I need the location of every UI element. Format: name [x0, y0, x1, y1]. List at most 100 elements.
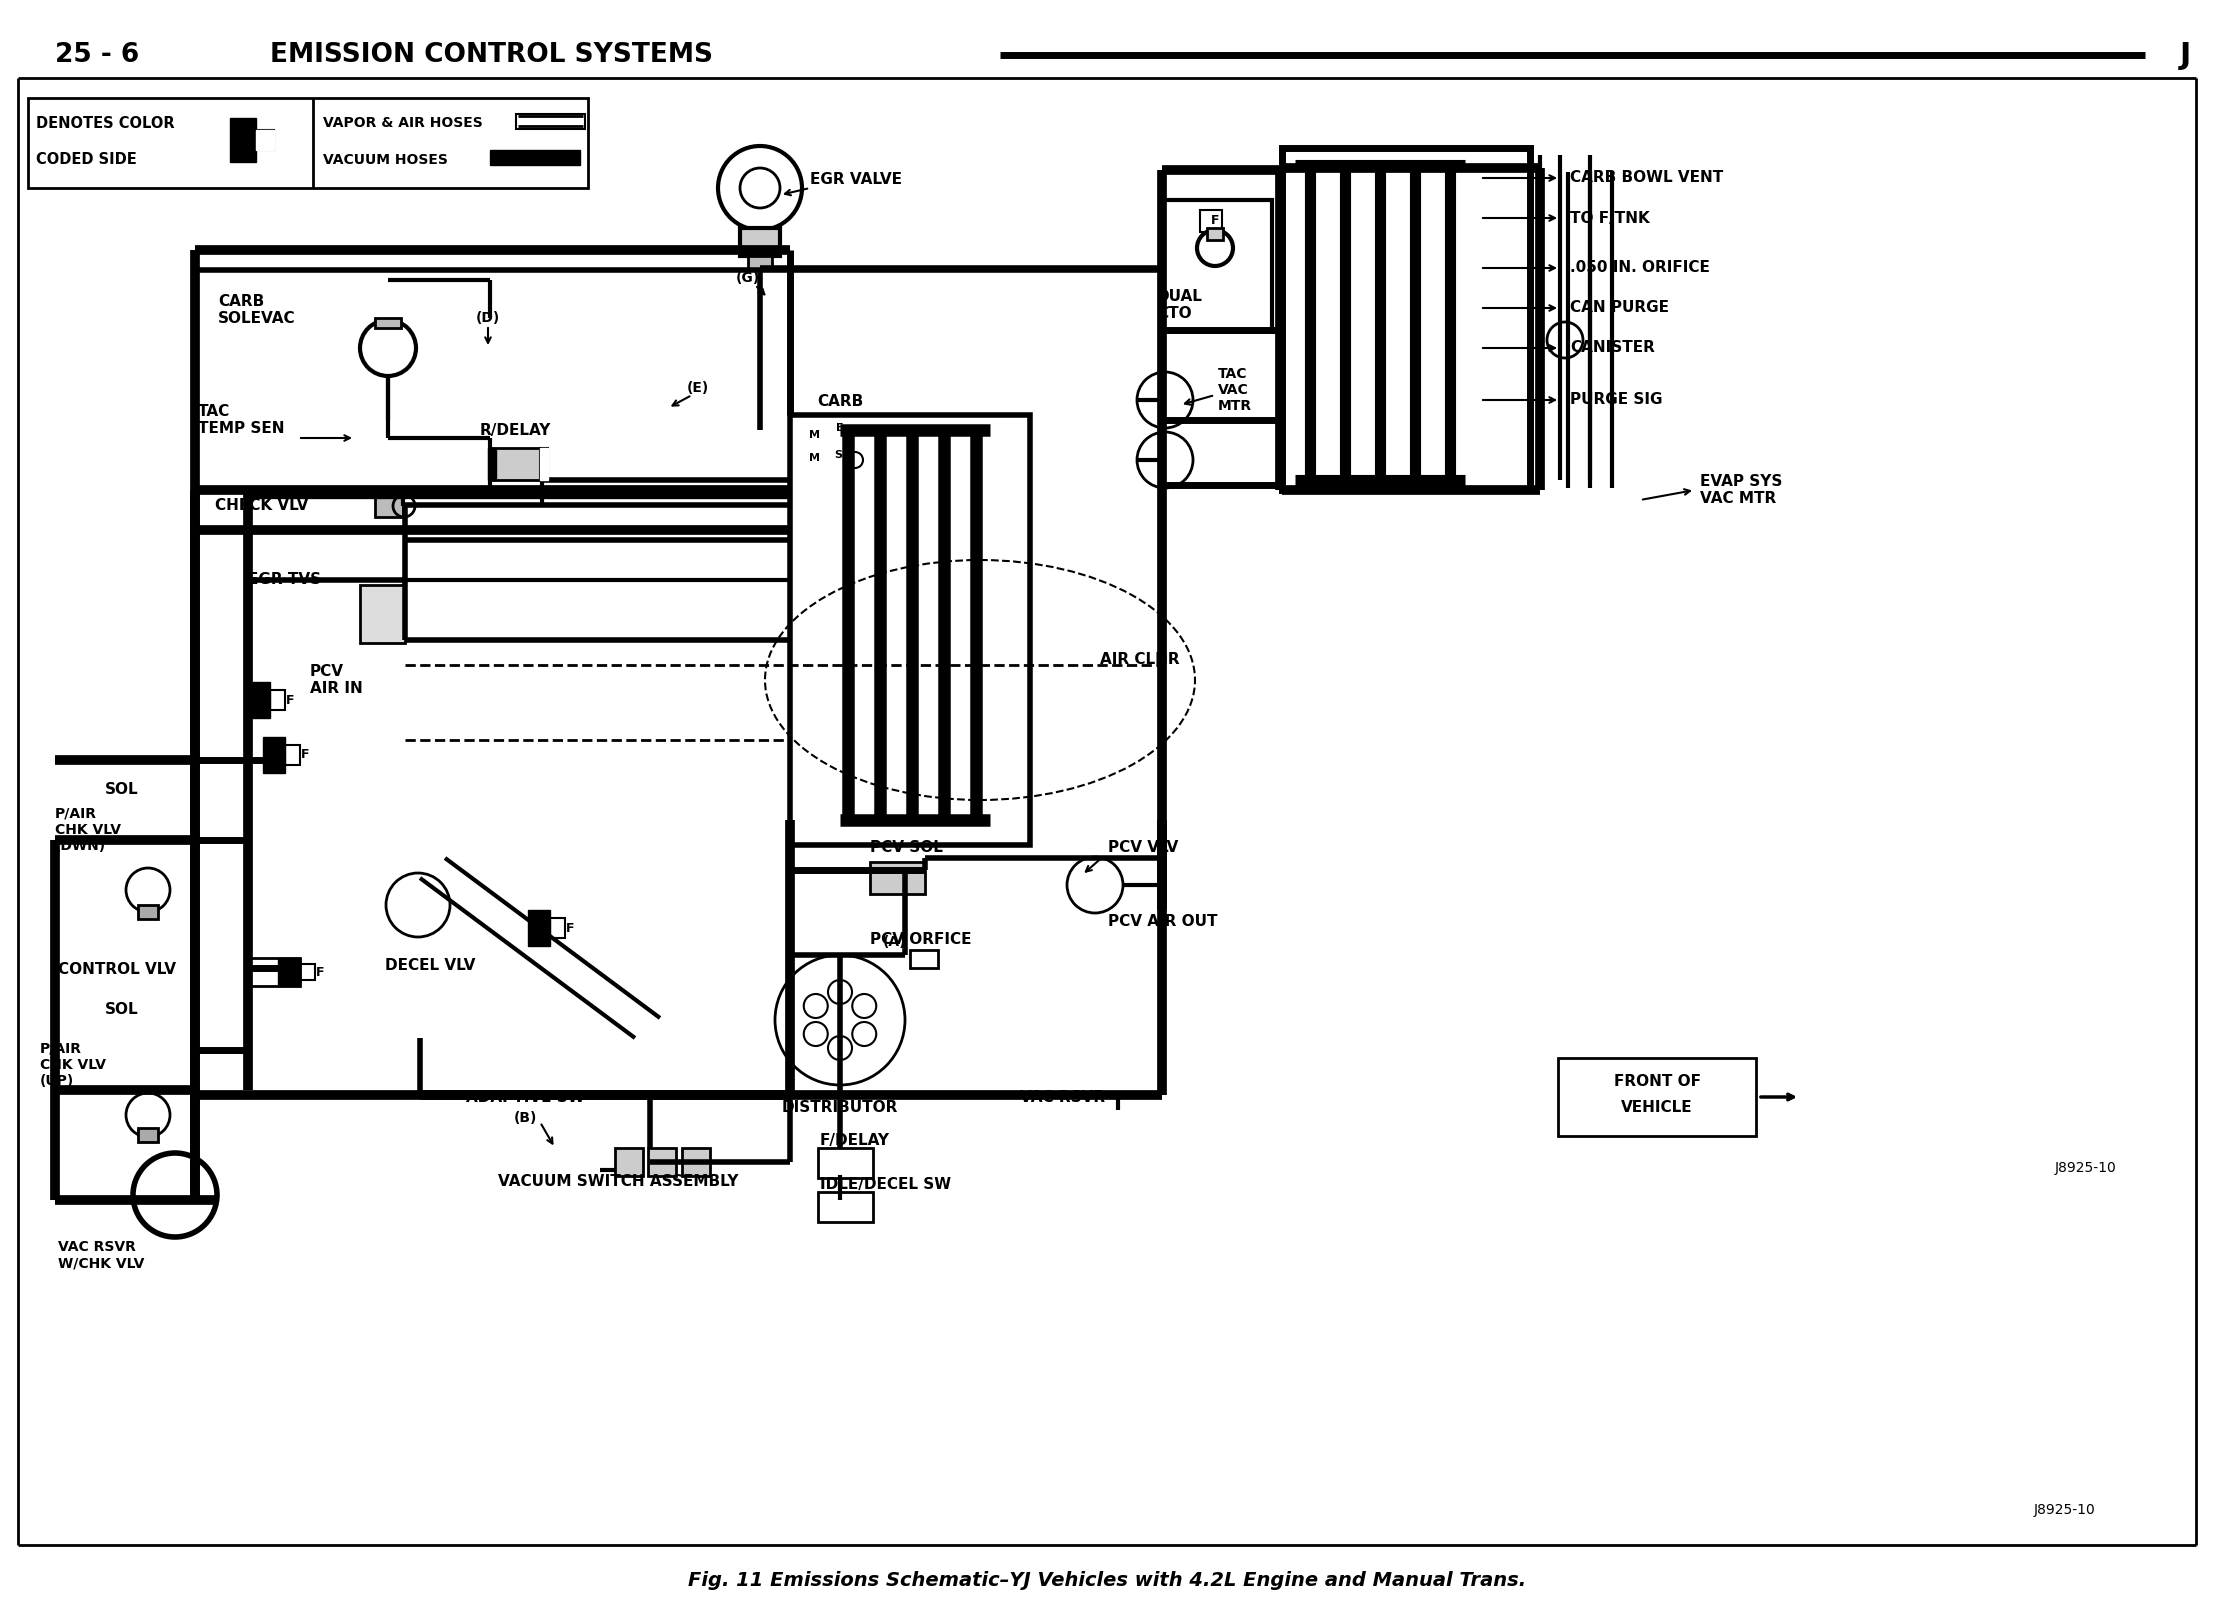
- Text: CHECK VLV: CHECK VLV: [215, 497, 308, 512]
- Bar: [230, 118, 257, 162]
- Bar: [739, 228, 779, 256]
- Text: J: J: [2179, 40, 2190, 70]
- Text: 25 - 6: 25 - 6: [55, 42, 139, 68]
- Text: VAPOR & AIR HOSES: VAPOR & AIR HOSES: [323, 117, 483, 130]
- Bar: [137, 906, 157, 919]
- Bar: [748, 256, 773, 271]
- Text: CODED SIDE: CODED SIDE: [35, 152, 137, 167]
- Bar: [248, 682, 270, 718]
- Bar: [1207, 228, 1222, 240]
- Bar: [489, 151, 580, 165]
- Bar: [361, 585, 405, 643]
- Text: .050 IN. ORIFICE: .050 IN. ORIFICE: [1570, 261, 1709, 275]
- Text: PCV SOL: PCV SOL: [870, 841, 943, 855]
- Text: CANISTER: CANISTER: [1570, 340, 1654, 355]
- Text: J8925-10: J8925-10: [2055, 1162, 2117, 1174]
- Bar: [374, 496, 403, 517]
- Text: VACUUM SWITCH ASSEMBLY: VACUUM SWITCH ASSEMBLY: [498, 1174, 739, 1189]
- Text: AIR CLNR: AIR CLNR: [1100, 653, 1180, 667]
- Text: TO F/TNK: TO F/TNK: [1570, 211, 1649, 225]
- Text: S: S: [835, 450, 841, 460]
- Bar: [549, 919, 565, 938]
- Text: FRONT OF: FRONT OF: [1614, 1074, 1700, 1090]
- Bar: [301, 964, 314, 980]
- Text: VEHICLE: VEHICLE: [1621, 1100, 1694, 1116]
- Text: M: M: [810, 429, 821, 441]
- Text: (A): (A): [883, 935, 908, 949]
- Text: ADAPTIVE SW: ADAPTIVE SW: [465, 1090, 584, 1105]
- Text: E: E: [837, 423, 844, 433]
- Text: DISTRIBUTOR: DISTRIBUTOR: [782, 1100, 899, 1116]
- Text: CARB BOWL VENT: CARB BOWL VENT: [1570, 170, 1722, 186]
- Text: F: F: [1211, 214, 1220, 227]
- Bar: [270, 690, 286, 710]
- Text: EVAP SYS
VAC MTR: EVAP SYS VAC MTR: [1700, 473, 1782, 505]
- Bar: [817, 1149, 872, 1178]
- Text: P/AIR
CHK VLV
(UP): P/AIR CHK VLV (UP): [40, 1042, 106, 1089]
- Bar: [910, 949, 939, 969]
- Bar: [279, 957, 301, 987]
- Bar: [1162, 199, 1273, 330]
- Text: (B): (B): [514, 1111, 536, 1124]
- Bar: [257, 130, 275, 151]
- Bar: [487, 449, 496, 480]
- Text: CONTROL VLV: CONTROL VLV: [58, 962, 175, 977]
- Text: CARB: CARB: [817, 395, 863, 410]
- Bar: [527, 910, 549, 946]
- Text: EGR VALVE: EGR VALVE: [810, 172, 901, 188]
- Text: SOL: SOL: [104, 782, 139, 797]
- Text: F: F: [301, 748, 310, 761]
- Text: PCV AIR OUT: PCV AIR OUT: [1107, 915, 1218, 930]
- Text: VAC RSVR
W/CHK VLV: VAC RSVR W/CHK VLV: [58, 1239, 144, 1270]
- Bar: [137, 1128, 157, 1142]
- Text: (D): (D): [476, 311, 500, 326]
- Text: F: F: [286, 693, 294, 706]
- Text: CARB
SOLEVAC: CARB SOLEVAC: [217, 293, 297, 326]
- Text: PCV
AIR IN: PCV AIR IN: [310, 664, 363, 697]
- Text: DECEL VLV: DECEL VLV: [385, 957, 476, 972]
- Text: EMISSION CONTROL SYSTEMS: EMISSION CONTROL SYSTEMS: [270, 42, 713, 68]
- Bar: [615, 1149, 642, 1176]
- Bar: [540, 449, 549, 480]
- Text: VAC RSVR: VAC RSVR: [1021, 1090, 1105, 1105]
- Bar: [286, 745, 301, 765]
- Text: CAN PURGE: CAN PURGE: [1570, 300, 1669, 316]
- Bar: [817, 1192, 872, 1221]
- Bar: [263, 737, 286, 773]
- Text: Fig. 11 Emissions Schematic–YJ Vehicles with 4.2L Engine and Manual Trans.: Fig. 11 Emissions Schematic–YJ Vehicles …: [689, 1570, 1525, 1589]
- Bar: [1200, 211, 1222, 232]
- Text: J8925-10: J8925-10: [2035, 1503, 2097, 1516]
- Text: PCV VLV: PCV VLV: [1107, 841, 1178, 855]
- Bar: [649, 1149, 675, 1176]
- Text: PURGE SIG: PURGE SIG: [1570, 392, 1663, 408]
- Bar: [540, 449, 549, 480]
- Bar: [682, 1149, 711, 1176]
- Bar: [870, 862, 925, 894]
- Text: IDLE/DECEL SW: IDLE/DECEL SW: [819, 1178, 952, 1192]
- Bar: [489, 449, 542, 480]
- Text: EGR TVS: EGR TVS: [248, 572, 321, 588]
- Text: PCV ORFICE: PCV ORFICE: [870, 933, 972, 948]
- Text: P/AIR
CHK VLV
(DWN): P/AIR CHK VLV (DWN): [55, 807, 122, 854]
- Text: SOL: SOL: [104, 1003, 139, 1017]
- Bar: [29, 97, 589, 188]
- Bar: [1559, 1058, 1756, 1136]
- Bar: [248, 957, 301, 987]
- Bar: [1282, 147, 1530, 489]
- Text: VACUUM HOSES: VACUUM HOSES: [323, 152, 447, 167]
- Bar: [257, 130, 275, 151]
- Text: F/DELAY: F/DELAY: [819, 1132, 890, 1147]
- Text: TAC
TEMP SEN: TAC TEMP SEN: [197, 403, 286, 436]
- Bar: [790, 415, 1030, 846]
- Bar: [516, 113, 584, 130]
- Text: F: F: [317, 966, 323, 978]
- Text: R/DELAY: R/DELAY: [480, 423, 551, 437]
- Text: M: M: [810, 454, 821, 463]
- Text: (G): (G): [735, 271, 759, 285]
- Text: DUAL
CTO: DUAL CTO: [1158, 288, 1202, 321]
- Text: TAC
VAC
MTR: TAC VAC MTR: [1218, 366, 1253, 413]
- Text: F: F: [567, 922, 573, 935]
- Text: DENOTES COLOR: DENOTES COLOR: [35, 115, 175, 131]
- Text: (E): (E): [686, 381, 708, 395]
- Bar: [374, 318, 401, 327]
